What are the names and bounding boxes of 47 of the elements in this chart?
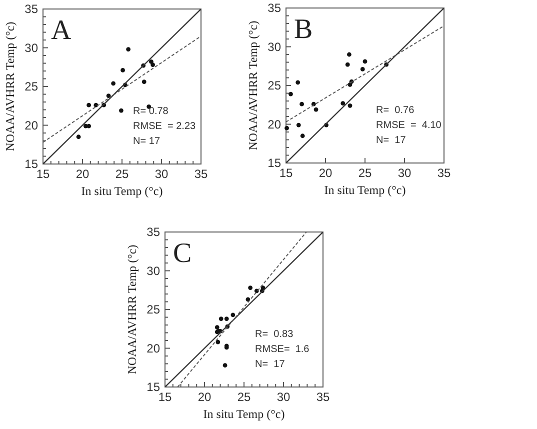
annotation: RMSE = 2.23 [133,121,196,132]
x-tick-label: 20 [318,166,332,180]
annotation: N= 17 [376,135,406,146]
x-axis-title: In situ Temp (°c) [203,407,285,421]
annotation: N= 17 [133,136,160,147]
x-tick-label: 20 [76,167,90,181]
x-tick-label: 20 [198,390,212,404]
annotation: RMSE= 1.6 [255,344,310,355]
y-tick-label: 30 [146,264,160,278]
x-tick-label: 25 [237,390,251,404]
y-tick-label: 15 [146,380,160,394]
annotation: B [294,14,313,45]
x-tick-label: 35 [194,167,208,181]
y-tick-label: 20 [268,117,282,132]
x-tick-label: 35 [437,166,451,180]
y-tick-label: 25 [146,302,160,316]
y-tick-label: 35 [146,225,160,239]
y-tick-label: 25 [24,80,38,94]
x-tick-label: 30 [398,166,412,180]
y-tick-label: 15 [268,156,282,170]
annotation: RMSE = 4.10 [376,120,442,131]
annotation: R= 0.83 [255,329,294,340]
y-tick-label: 15 [24,157,38,171]
y-tick-label: 35 [268,1,282,15]
annotation: A [51,15,72,46]
y-tick-label: 35 [24,2,38,16]
annotation: R= 0.76 [376,105,415,116]
y-axis-title: NOAA/AVHRR Temp (°c) [3,22,17,152]
annotation: R= 0.78 [133,106,169,117]
y-tick-label: 20 [146,341,160,356]
x-axis-title: In situ Temp (°c) [324,183,406,197]
x-axis-title: In situ Temp (°c) [81,184,163,198]
y-tick-label: 25 [268,78,282,92]
x-tick-label: 25 [358,166,372,180]
y-axis-title: NOAA/AVHRR Temp (°c) [246,20,260,150]
y-tick-label: 20 [24,118,38,132]
x-tick-label: 15 [36,167,50,181]
x-tick-label: 25 [115,167,129,181]
annotation: C [173,238,192,269]
x-tick-label: 15 [279,166,293,180]
x-tick-label: 35 [316,390,330,404]
annotation: N= 17 [255,359,286,370]
x-tick-label: 30 [276,390,290,404]
y-tick-label: 30 [24,40,38,55]
x-tick-label: 15 [158,390,172,404]
y-tick-label: 30 [268,40,282,54]
y-axis-title: NOAA/AVHRR Temp (°c) [125,244,139,374]
